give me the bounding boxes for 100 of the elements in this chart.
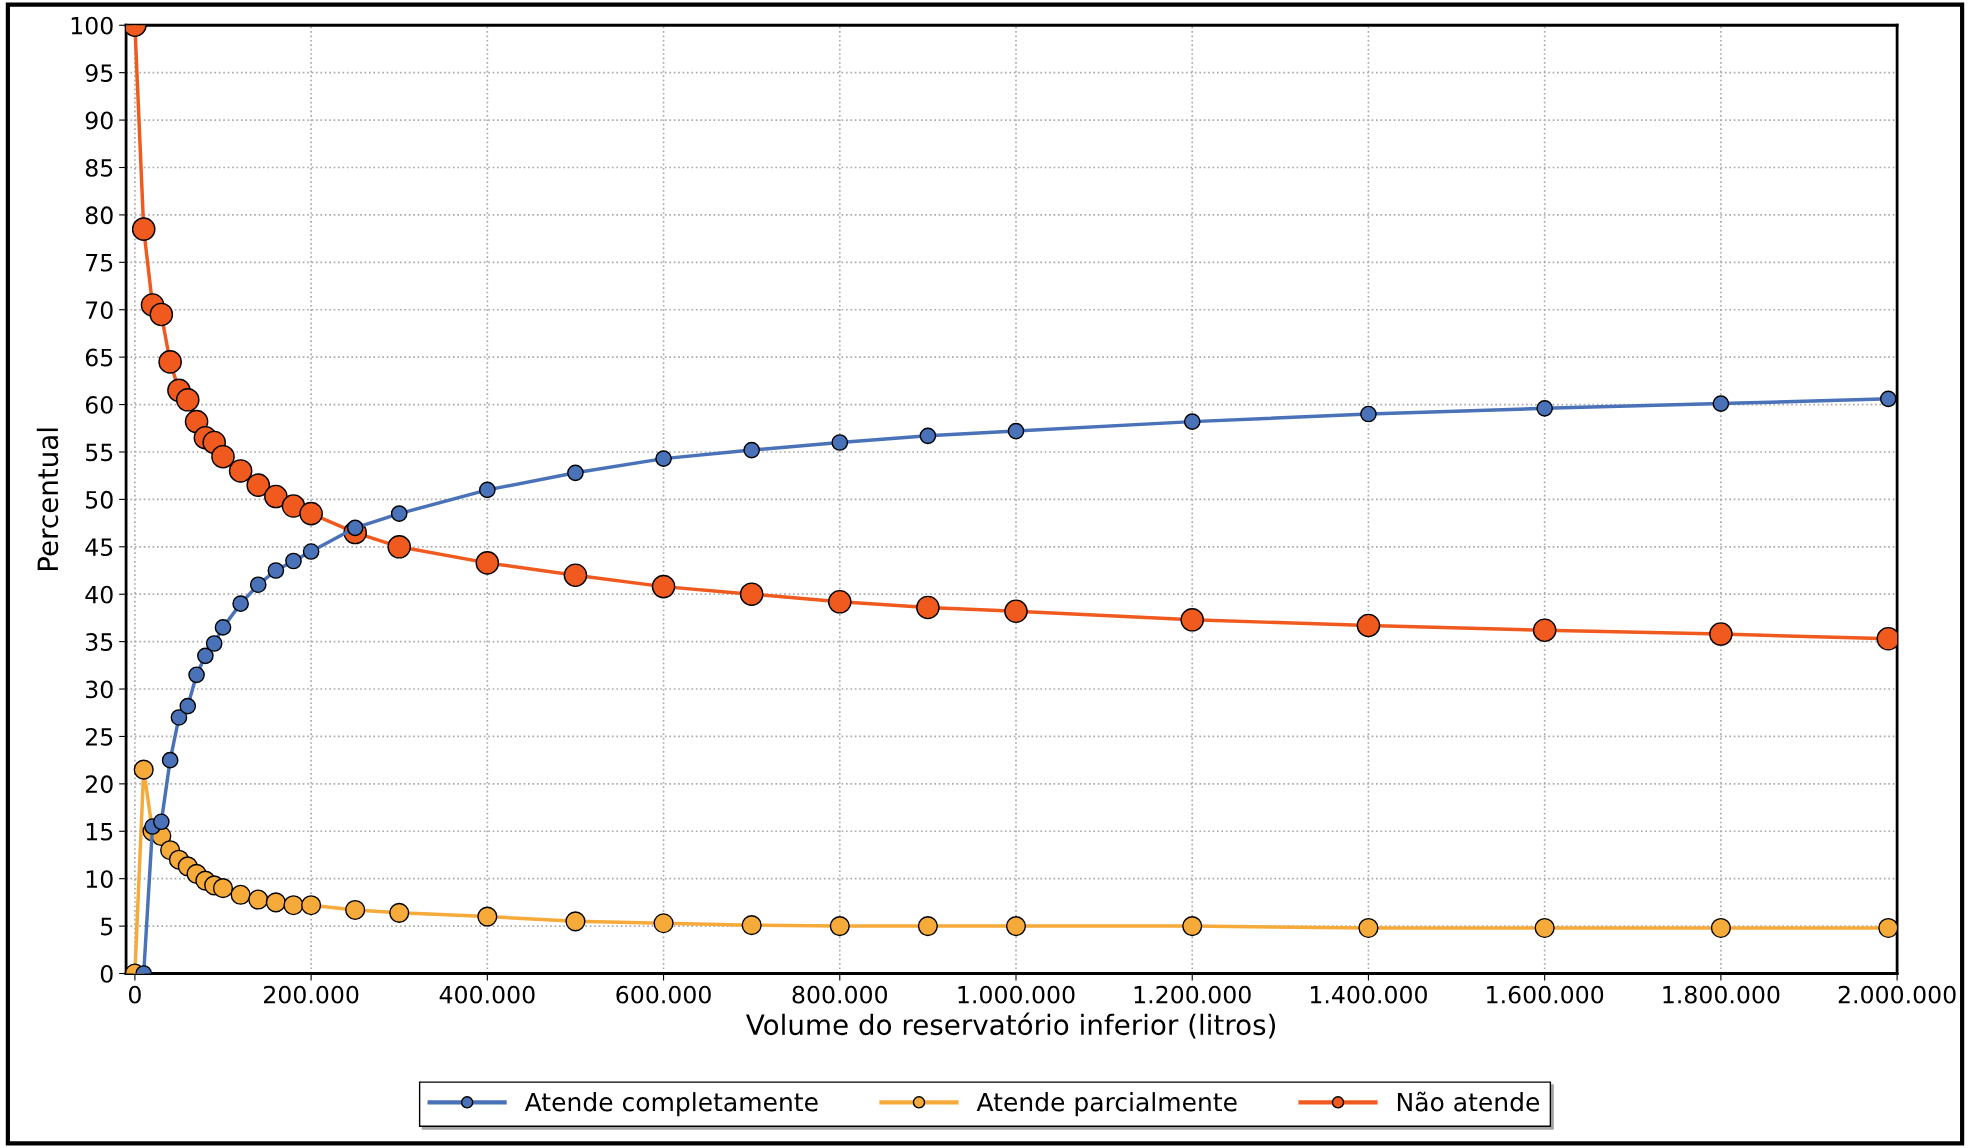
point (829, 916, 850, 937)
point (281, 494, 306, 518)
point (170, 709, 188, 726)
point (265, 892, 286, 913)
y-tick-label: 5 (101, 917, 113, 936)
point (1180, 608, 1205, 632)
legend-label: Não atende (1397, 1091, 1540, 1112)
point (133, 759, 154, 780)
point (831, 434, 849, 451)
y-tick-label: 55 (86, 443, 113, 462)
x-tick-label: 200.000 (264, 985, 359, 1004)
point (249, 576, 267, 594)
y-tick-label: 50 (86, 490, 113, 509)
point (827, 589, 852, 614)
point (1709, 622, 1733, 646)
point (479, 481, 496, 499)
point (158, 350, 182, 374)
point (161, 751, 179, 769)
point (477, 906, 498, 927)
point (1532, 618, 1557, 643)
point (1712, 395, 1730, 412)
y-tick-label: 60 (85, 396, 113, 414)
point (248, 889, 269, 910)
point (214, 619, 232, 636)
x-tick-label: 2.000.000 (1838, 985, 1956, 1004)
point (152, 813, 170, 831)
point (919, 427, 937, 445)
point (741, 915, 762, 936)
point (565, 911, 586, 932)
point (302, 543, 320, 560)
point (1360, 405, 1377, 423)
point (267, 562, 285, 579)
point (1005, 916, 1027, 937)
point (230, 884, 251, 905)
point (246, 473, 271, 497)
point (285, 552, 302, 570)
y-tick-label: 75 (86, 254, 113, 272)
y-tick-label: 65 (85, 348, 113, 367)
point (651, 574, 676, 599)
x-tick-label: 1.000.000 (958, 985, 1075, 1004)
y-tick-label: 10 (86, 870, 113, 888)
y-tick-label: 70 (86, 301, 113, 320)
point (916, 595, 940, 620)
x-axis-title: Volume do reservatório inferior (litros) (746, 1012, 1276, 1039)
x-tick-label: 1.600.000 (1487, 985, 1604, 1004)
point (563, 563, 588, 588)
point (1358, 917, 1379, 939)
y-tick-label: 0 (100, 964, 113, 983)
point (1182, 916, 1203, 937)
legend-label: Atende completamente (524, 1092, 818, 1117)
point (131, 217, 156, 241)
point (1710, 917, 1731, 939)
y-axis-title: Percentual (36, 428, 59, 571)
point (175, 388, 200, 412)
point (389, 902, 410, 923)
point (283, 895, 304, 916)
point (1356, 613, 1381, 638)
point (739, 582, 764, 607)
x-tick-label: 1.200.000 (1134, 985, 1251, 1004)
y-tick-label: 15 (86, 823, 113, 841)
y-tick-label: 90 (85, 111, 113, 130)
point (387, 534, 412, 559)
x-tick-label: 600.000 (616, 985, 711, 1004)
point (655, 450, 672, 467)
y-tick-label: 45 (85, 538, 113, 557)
y-tick-label: 95 (85, 64, 113, 82)
point (232, 595, 249, 613)
x-tick-label: 1.800.000 (1663, 985, 1780, 1004)
point (390, 505, 408, 522)
y-tick-label: 80 (85, 206, 113, 225)
point (264, 484, 288, 509)
x-tick-label: 800.000 (792, 985, 888, 1004)
legend-label: Atende parcialmente (976, 1092, 1237, 1117)
point (299, 501, 323, 526)
point (475, 551, 500, 575)
point (567, 464, 584, 482)
point (179, 697, 197, 715)
y-tick-label: 20 (85, 775, 113, 794)
point (743, 441, 761, 459)
point (301, 895, 322, 916)
point (917, 916, 938, 937)
y-tick-label: 35 (86, 633, 113, 651)
y-tick-label: 100 (71, 16, 113, 35)
point (188, 666, 205, 684)
y-tick-label: 30 (86, 680, 113, 699)
point (211, 444, 235, 469)
point (1536, 400, 1554, 417)
y-tick-label: 25 (85, 727, 113, 746)
point (212, 878, 234, 899)
point (1183, 413, 1201, 430)
point (653, 913, 674, 934)
point (1007, 422, 1025, 440)
point (1534, 917, 1555, 939)
point (197, 647, 214, 665)
x-tick-label: 0 (128, 985, 141, 1004)
point (345, 899, 366, 921)
point (228, 459, 253, 483)
point (205, 635, 223, 652)
x-tick-label: 400.000 (439, 985, 535, 1004)
point (1878, 917, 1898, 939)
